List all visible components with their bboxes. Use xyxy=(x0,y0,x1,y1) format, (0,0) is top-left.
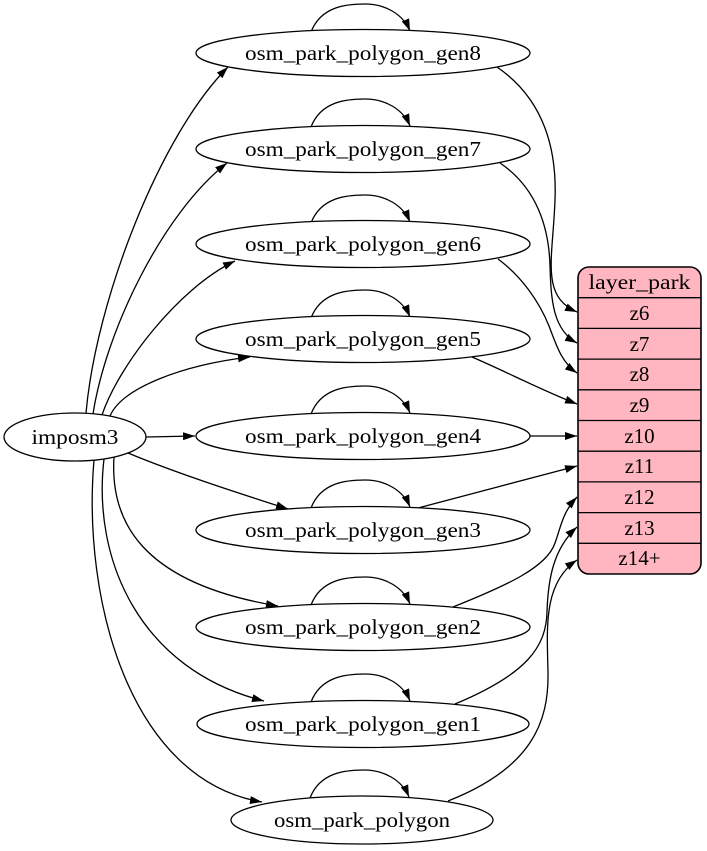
polygon-label: osm_park_polygon xyxy=(274,808,451,832)
edge-gen1-to-z13 xyxy=(454,526,578,705)
node-osm-park-polygon: osm_park_polygon xyxy=(230,795,494,845)
self-loop-gen2 xyxy=(310,576,411,606)
edge-imposm3-to-gen4 xyxy=(145,432,196,441)
edge-imposm3-to-gen1 xyxy=(101,458,265,702)
self-loop-polygon xyxy=(309,769,410,799)
gen8-ellipse xyxy=(195,28,531,78)
layer-row-z6: z6 xyxy=(630,301,650,325)
gen1-label: osm_park_polygon_gen1 xyxy=(245,712,481,736)
node-osm-park-polygon-gen7: osm_park_polygon_gen7 xyxy=(195,124,531,174)
edge-gen3-to-z11 xyxy=(417,465,578,509)
edge-gen8-to-z6 xyxy=(496,66,578,313)
edge-polygon-to-z14 xyxy=(447,559,578,802)
node-osm-park-polygon-gen1: osm_park_polygon_gen1 xyxy=(196,699,530,749)
gen4-label: osm_park_polygon_gen4 xyxy=(245,424,482,448)
layer-row-z13: z13 xyxy=(624,516,654,540)
gen5-ellipse xyxy=(195,314,531,364)
gen4-ellipse xyxy=(195,411,531,461)
layer-row-z8: z8 xyxy=(630,362,650,386)
layer-row-z9: z9 xyxy=(630,393,650,417)
gen7-label: osm_park_polygon_gen7 xyxy=(245,137,481,161)
layer-row-z11: z11 xyxy=(625,454,655,478)
edge-gen7-to-z7 xyxy=(499,162,578,344)
self-loop-gen3 xyxy=(310,479,411,509)
self-loop-gen6 xyxy=(310,194,411,224)
edges-to-layer xyxy=(417,66,578,802)
gen1-ellipse xyxy=(196,699,530,749)
node-imposm3: imposm3 xyxy=(3,412,147,462)
self-loop-gen7 xyxy=(310,98,411,128)
gen2-label: osm_park_polygon_gen2 xyxy=(245,615,481,639)
node-osm-park-polygon-gen2: osm_park_polygon_gen2 xyxy=(195,602,531,652)
edge-imposm3-to-polygon xyxy=(91,459,263,804)
self-loop-gen5 xyxy=(310,289,411,319)
imposm3-ellipse xyxy=(3,412,147,462)
imposm3-label: imposm3 xyxy=(32,425,119,449)
self-loop-gen1 xyxy=(310,673,411,703)
layer-park-header: layer_park xyxy=(589,270,692,294)
polygon-ellipse xyxy=(230,795,494,845)
gen3-ellipse xyxy=(195,505,531,555)
node-osm-park-polygon-gen6: osm_park_polygon_gen6 xyxy=(195,219,531,269)
layer-row-z7: z7 xyxy=(630,332,650,356)
layer-park-table: layer_park z6 z7 z8 z9 z10 z11 z12 z13 z… xyxy=(577,266,702,575)
edge-imposm3-to-gen8 xyxy=(85,66,229,414)
layer-row-z10: z10 xyxy=(624,424,654,448)
gen2-ellipse xyxy=(195,602,531,652)
edge-imposm3-to-gen3 xyxy=(127,452,289,510)
layer-row-z12: z12 xyxy=(624,485,654,509)
node-osm-park-polygon-gen8: osm_park_polygon_gen8 xyxy=(195,28,531,78)
edges-from-source xyxy=(85,66,289,804)
gen7-ellipse xyxy=(195,124,531,174)
gen8-label: osm_park_polygon_gen8 xyxy=(245,41,481,65)
node-osm-park-polygon-gen4: osm_park_polygon_gen4 xyxy=(195,411,531,461)
edge-imposm3-to-gen6 xyxy=(101,260,236,416)
gen6-label: osm_park_polygon_gen6 xyxy=(245,232,481,256)
edge-gen6-to-z8 xyxy=(497,258,578,374)
edge-imposm3-to-gen5 xyxy=(109,354,251,417)
generalized-table-nodes: osm_park_polygon_gen8 osm_park_polygon_g… xyxy=(195,28,531,845)
self-loops xyxy=(309,3,411,799)
self-loop-gen8 xyxy=(310,3,411,33)
edge-imposm3-to-gen7 xyxy=(92,162,228,415)
edge-gen5-to-z9 xyxy=(471,356,578,405)
gen3-label: osm_park_polygon_gen3 xyxy=(245,518,481,542)
node-osm-park-polygon-gen3: osm_park_polygon_gen3 xyxy=(195,505,531,555)
edge-gen2-to-z12 xyxy=(452,496,578,608)
edge-imposm3-to-gen2 xyxy=(113,456,279,608)
gen5-label: osm_park_polygon_gen5 xyxy=(245,327,481,351)
layer-row-z14: z14+ xyxy=(618,546,660,570)
gen6-ellipse xyxy=(195,219,531,269)
self-loop-gen4 xyxy=(310,385,411,415)
node-osm-park-polygon-gen5: osm_park_polygon_gen5 xyxy=(195,314,531,364)
